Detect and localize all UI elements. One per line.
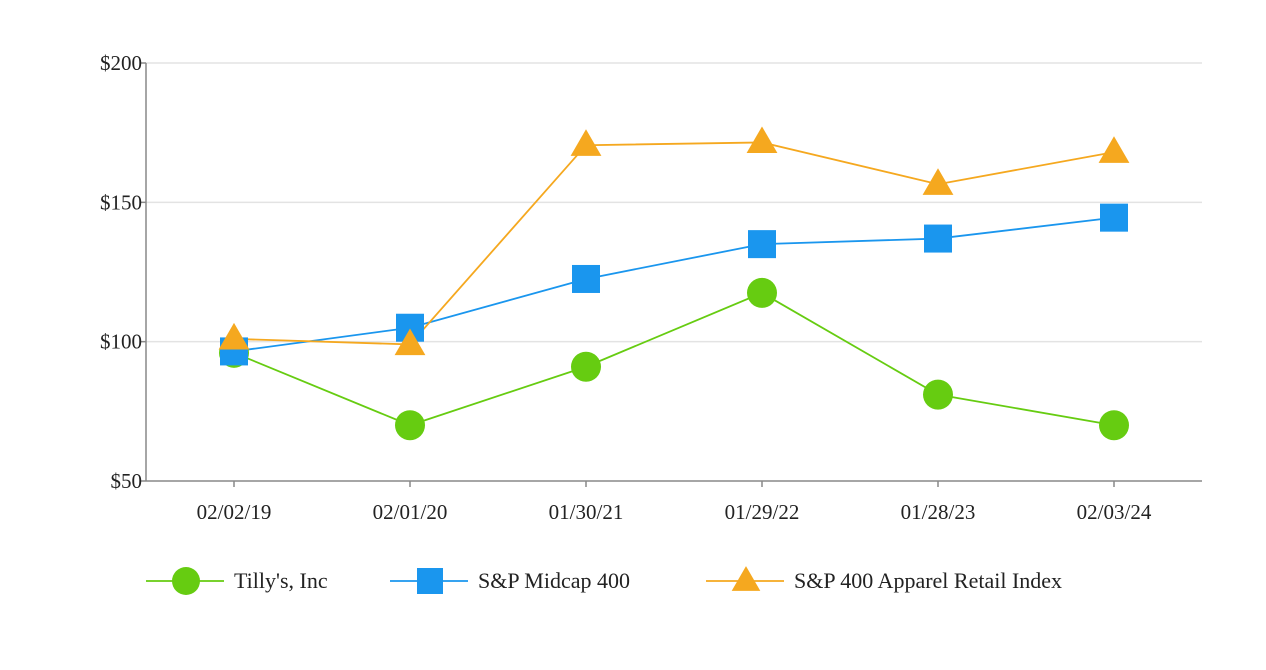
data-point-circle [923,379,953,410]
x-tick-label: 01/30/21 [549,500,624,524]
y-tick-label: $50 [111,469,143,493]
legend-label: S&P 400 Apparel Retail Index [794,568,1062,593]
legend-marker-triangle [731,566,761,591]
data-point-triangle [218,322,250,350]
data-point-square [924,224,952,253]
legend-marker-circle [172,567,200,595]
data-point-circle [747,277,777,308]
data-point-triangle [394,328,426,356]
series-line-square [233,216,1115,353]
gridlines [146,62,1202,343]
x-tick-label: 02/02/19 [197,500,272,524]
legend-item: S&P 400 Apparel Retail Index [706,566,1062,593]
series-line-circle [233,291,1115,427]
legend-label: S&P Midcap 400 [478,568,630,593]
data-point-square [1100,203,1128,232]
axes [145,63,1202,482]
legend: Tilly's, Inc S&P Midcap 400 S&P 400 Appare… [146,566,1062,595]
x-tick-label: 01/29/22 [725,500,800,524]
data-point-square [572,264,600,293]
data-point-circle [1099,410,1129,441]
y-tick-label: $100 [100,330,142,354]
legend-marker-square [417,568,443,594]
data-point-circle [571,351,601,382]
data-point-triangle [922,168,954,195]
data-point-triangle [570,129,602,156]
y-tick-labels: $50 $100 $150 $200 [100,51,146,493]
legend-item: Tilly's, Inc [146,567,328,595]
y-tick-label: $150 [100,190,142,214]
data-point-triangle [1098,136,1130,163]
legend-label: Tilly's, Inc [234,568,328,593]
series [218,126,1130,441]
data-point-triangle [746,126,778,154]
series-line-triangle [233,141,1115,346]
x-tick-labels: 02/02/19 02/01/20 01/30/21 01/29/22 01/28/23… [197,481,1152,524]
x-tick-label: 02/01/20 [373,500,448,524]
data-point-square [748,230,776,259]
data-point-circle [395,410,425,441]
y-tick-label: $200 [100,51,142,75]
x-tick-label: 02/03/24 [1077,500,1152,524]
x-tick-label: 01/28/23 [901,500,976,524]
legend-item: S&P Midcap 400 [390,568,630,594]
